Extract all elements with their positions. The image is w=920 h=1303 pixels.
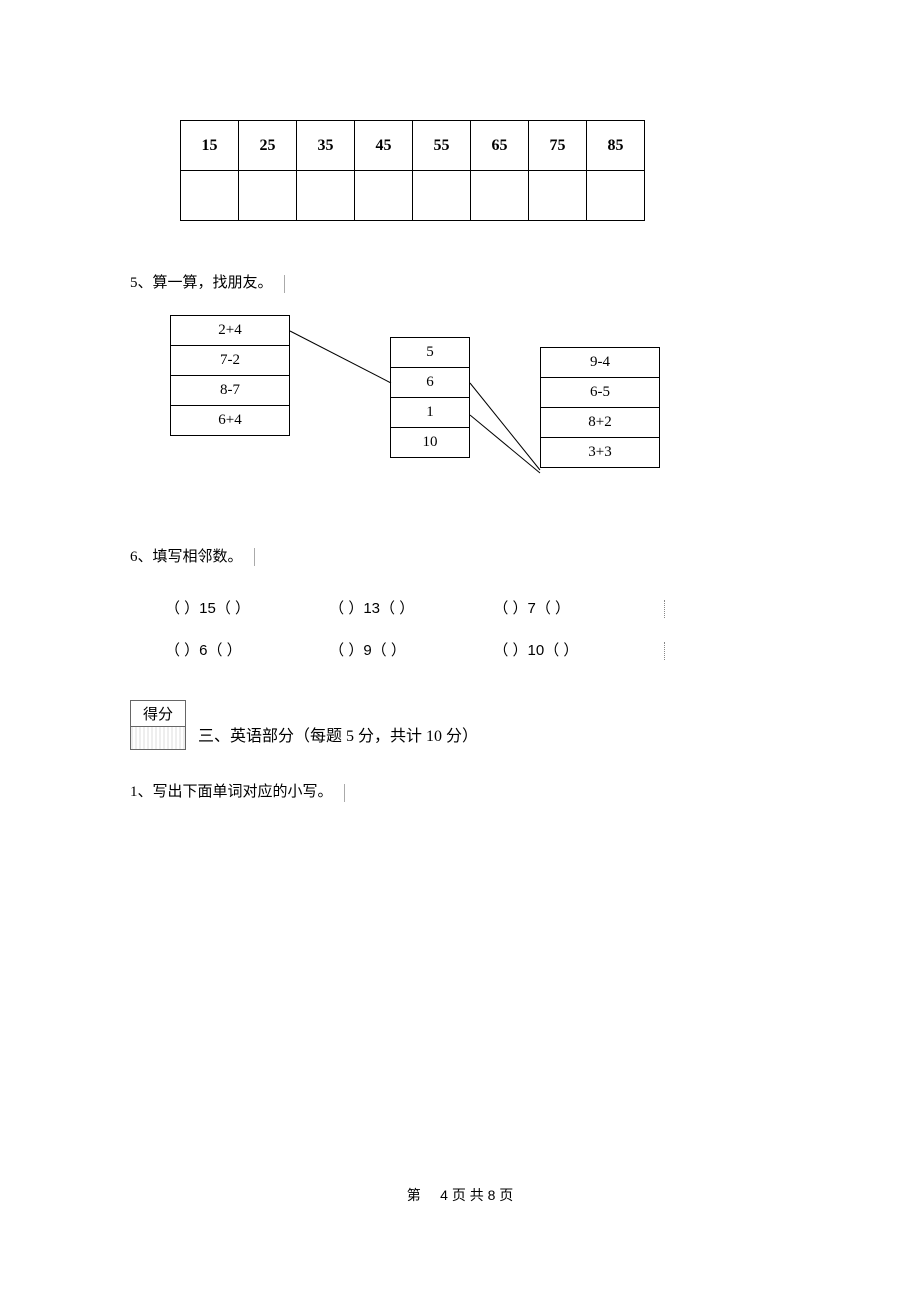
expr-cell: 7-2 — [171, 346, 289, 376]
table-cell — [529, 171, 587, 221]
table-cell — [471, 171, 529, 221]
table-cell: 55 — [413, 121, 471, 171]
section-title: 三、英语部分（每题 5 分，共计 10 分） — [198, 722, 478, 750]
value-cell: 5 — [391, 338, 469, 368]
section-3-header: 得分 三、英语部分（每题 5 分，共计 10 分） — [130, 700, 790, 750]
matching-diagram: 2+4 7-2 8-7 6+4 5 6 1 10 9-4 6-5 8+2 3+3 — [170, 315, 790, 515]
neighbor-row: （ ）6（ ） （ ）9（ ） （ ）10（ ） — [165, 630, 790, 672]
table-cell: 15 — [181, 121, 239, 171]
match-line — [470, 415, 540, 473]
table-cell: 65 — [471, 121, 529, 171]
expr-cell: 3+3 — [541, 438, 659, 467]
mid-column: 5 6 1 10 — [390, 337, 470, 458]
expr-cell: 9-4 — [541, 348, 659, 378]
score-blank — [131, 727, 185, 749]
table-row — [181, 171, 645, 221]
expr-cell: 2+4 — [171, 316, 289, 346]
match-line — [470, 383, 540, 470]
score-box: 得分 — [130, 700, 186, 750]
footer-mid: 页 共 — [452, 1187, 484, 1203]
footer-suffix: 页 — [499, 1187, 513, 1203]
value-cell: 6 — [391, 368, 469, 398]
divider-icon — [344, 784, 345, 802]
table-cell — [413, 171, 471, 221]
number-sequence-table: 15 25 35 45 55 65 75 85 — [180, 120, 645, 221]
neighbor-row: （ ）15（ ） （ ）13（ ） （ ）7（ ） — [165, 588, 790, 630]
page-footer: 第 4 页 共 8 页 — [0, 1185, 920, 1205]
footer-total: 8 — [488, 1187, 496, 1203]
page-content: 15 25 35 45 55 65 75 85 5、算一算，找朋友。 2+4 7… — [130, 120, 790, 824]
neighbor-item: （ ）13（ ） — [329, 588, 489, 630]
neighbor-item: （ ）6（ ） — [165, 630, 325, 672]
divider-icon — [254, 548, 255, 566]
table-cell: 75 — [529, 121, 587, 171]
table-cell — [587, 171, 645, 221]
question-text: 5、算一算，找朋友。 — [130, 275, 273, 291]
neighbor-item: （ ）7（ ） — [493, 588, 653, 630]
table-cell: 85 — [587, 121, 645, 171]
table-cell: 35 — [297, 121, 355, 171]
question-5-label: 5、算一算，找朋友。 — [130, 271, 790, 293]
table-cell — [297, 171, 355, 221]
neighbor-numbers: （ ）15（ ） （ ）13（ ） （ ）7（ ） （ ）6（ ） （ ）9（ … — [165, 588, 790, 672]
table-cell — [239, 171, 297, 221]
left-column: 2+4 7-2 8-7 6+4 — [170, 315, 290, 436]
question-3-1-label: 1、写出下面单词对应的小写。 — [130, 780, 790, 802]
value-cell: 1 — [391, 398, 469, 428]
table-cell: 45 — [355, 121, 413, 171]
question-text: 6、填写相邻数。 — [130, 549, 243, 565]
question-6-label: 6、填写相邻数。 — [130, 545, 790, 567]
value-cell: 10 — [391, 428, 469, 457]
table-cell: 25 — [239, 121, 297, 171]
footer-page: 4 — [440, 1187, 448, 1203]
score-label: 得分 — [131, 701, 185, 727]
footer-prefix: 第 — [407, 1187, 421, 1203]
expr-cell: 6-5 — [541, 378, 659, 408]
table-cell — [355, 171, 413, 221]
expr-cell: 8+2 — [541, 408, 659, 438]
neighbor-item: （ ）15（ ） — [165, 588, 325, 630]
match-line — [290, 331, 391, 383]
divider-icon — [664, 600, 665, 618]
expr-cell: 8-7 — [171, 376, 289, 406]
table-row: 15 25 35 45 55 65 75 85 — [181, 121, 645, 171]
right-column: 9-4 6-5 8+2 3+3 — [540, 347, 660, 468]
table-cell — [181, 171, 239, 221]
expr-cell: 6+4 — [171, 406, 289, 435]
neighbor-item: （ ）9（ ） — [329, 630, 489, 672]
neighbor-item: （ ）10（ ） — [493, 630, 653, 672]
divider-icon — [284, 275, 285, 293]
question-text: 1、写出下面单词对应的小写。 — [130, 784, 333, 800]
divider-icon — [664, 642, 665, 660]
